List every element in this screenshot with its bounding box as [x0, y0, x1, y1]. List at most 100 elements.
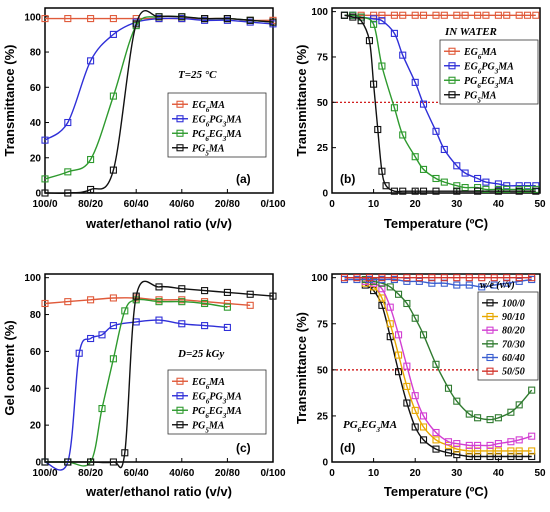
- data-point: [378, 62, 386, 70]
- legend-marker: [486, 312, 494, 321]
- data-point: [411, 11, 419, 19]
- data-point: [503, 185, 511, 193]
- x-tick-label: 40: [493, 199, 505, 210]
- data-point: [269, 18, 277, 26]
- x-tick-label: 80/20: [78, 199, 103, 210]
- series-line: [44, 297, 251, 306]
- data-point: [223, 15, 231, 23]
- data-point: [109, 322, 117, 330]
- data-point: [349, 13, 357, 21]
- legend-entry: 70/30: [502, 339, 525, 350]
- panel-label: (b): [340, 172, 355, 186]
- data-point: [155, 316, 163, 324]
- data-point: [528, 386, 536, 394]
- data-point: [41, 189, 49, 197]
- data-point: [399, 51, 407, 59]
- series-line: [365, 278, 533, 421]
- data-point: [494, 187, 502, 195]
- y-tick-label: 20: [30, 421, 42, 432]
- data-point: [440, 11, 448, 19]
- data-point: [453, 162, 461, 170]
- data-point: [532, 182, 540, 190]
- data-point: [98, 404, 106, 413]
- series-line: [344, 14, 536, 191]
- data-point: [411, 78, 419, 86]
- y-tick-label: 80: [30, 48, 42, 59]
- legend-marker: [486, 340, 494, 348]
- x-axis-title: Temperature (ºC): [384, 484, 488, 499]
- x-tick-label: 30: [451, 199, 463, 210]
- legend-entry: EG6MA: [191, 100, 225, 114]
- data-point: [453, 182, 461, 190]
- x-tick-label: 10: [368, 199, 380, 210]
- legend-marker: [176, 377, 184, 385]
- data-point: [528, 432, 536, 440]
- x-tick-label: 50: [534, 468, 546, 479]
- y-tick-label: 0: [322, 189, 328, 200]
- legend-marker: [448, 91, 456, 99]
- data-point: [432, 174, 440, 183]
- data-point: [223, 299, 231, 308]
- y-tick-label: 50: [317, 365, 329, 376]
- x-axis-title: water/ethanol ratio (v/v): [85, 216, 232, 231]
- data-point: [41, 458, 49, 466]
- data-point: [503, 11, 511, 19]
- y-axis-title: Transmittance (%): [294, 45, 309, 157]
- x-tick-label: 100/0: [32, 199, 57, 210]
- x-tick-label: 60/40: [124, 199, 149, 210]
- data-point: [340, 274, 349, 282]
- data-point: [494, 447, 502, 455]
- y-tick-label: 50: [317, 98, 329, 109]
- legend: w/e (v/v) 100/0 90/10 80/20 70/30 60/40 50/50: [477, 280, 539, 381]
- data-point: [411, 406, 419, 414]
- legend-entry: EG6PG3MA: [191, 391, 242, 405]
- data-point: [411, 187, 419, 195]
- data-point: [201, 15, 209, 23]
- legend-entry: 80/20: [502, 326, 525, 337]
- data-point: [132, 20, 140, 28]
- data-point: [87, 15, 95, 23]
- data-point: [453, 281, 461, 289]
- legend-marker: [176, 406, 184, 414]
- y-tick-label: 25: [317, 143, 329, 154]
- data-point: [490, 281, 498, 289]
- data-point: [503, 274, 511, 282]
- y-tick-label: 20: [30, 153, 42, 164]
- data-point: [432, 436, 440, 444]
- data-point: [419, 11, 428, 19]
- panel-label: (a): [236, 172, 251, 186]
- data-point: [411, 153, 419, 161]
- data-point: [507, 438, 515, 446]
- x-tick-label: 0: [329, 199, 335, 210]
- series-line: [344, 278, 532, 288]
- data-point: [87, 57, 95, 65]
- y-tick-label: 0: [322, 458, 328, 469]
- data-point: [515, 447, 523, 455]
- panel-d: 0 25 50 75 100 0 10 20 30 40 50 Temperature (ºC) Tra…: [294, 273, 546, 499]
- legend-entry: PG6EG3MA: [464, 76, 514, 90]
- data-point: [428, 274, 436, 282]
- data-point: [178, 13, 186, 21]
- data-point: [482, 185, 490, 193]
- data-point: [246, 290, 254, 298]
- data-point: [507, 408, 515, 416]
- data-point: [41, 299, 49, 308]
- data-point: [440, 145, 448, 154]
- y-axis-title: Transmittance (%): [294, 312, 309, 424]
- data-point: [411, 423, 419, 431]
- data-point: [382, 182, 390, 190]
- data-point: [87, 458, 95, 466]
- data-point: [178, 320, 186, 328]
- data-point: [390, 11, 398, 19]
- data-point: [465, 410, 473, 418]
- data-point: [523, 185, 532, 193]
- data-point: [432, 360, 440, 368]
- legend-entry: PG5MA: [192, 420, 225, 434]
- x-tick-label: 40/60: [169, 468, 194, 479]
- chart-annotation: PG6EG3MA: [343, 419, 397, 434]
- legend-marker: [448, 62, 456, 70]
- data-point: [109, 294, 117, 302]
- data-point: [494, 180, 502, 188]
- data-point: [378, 167, 386, 175]
